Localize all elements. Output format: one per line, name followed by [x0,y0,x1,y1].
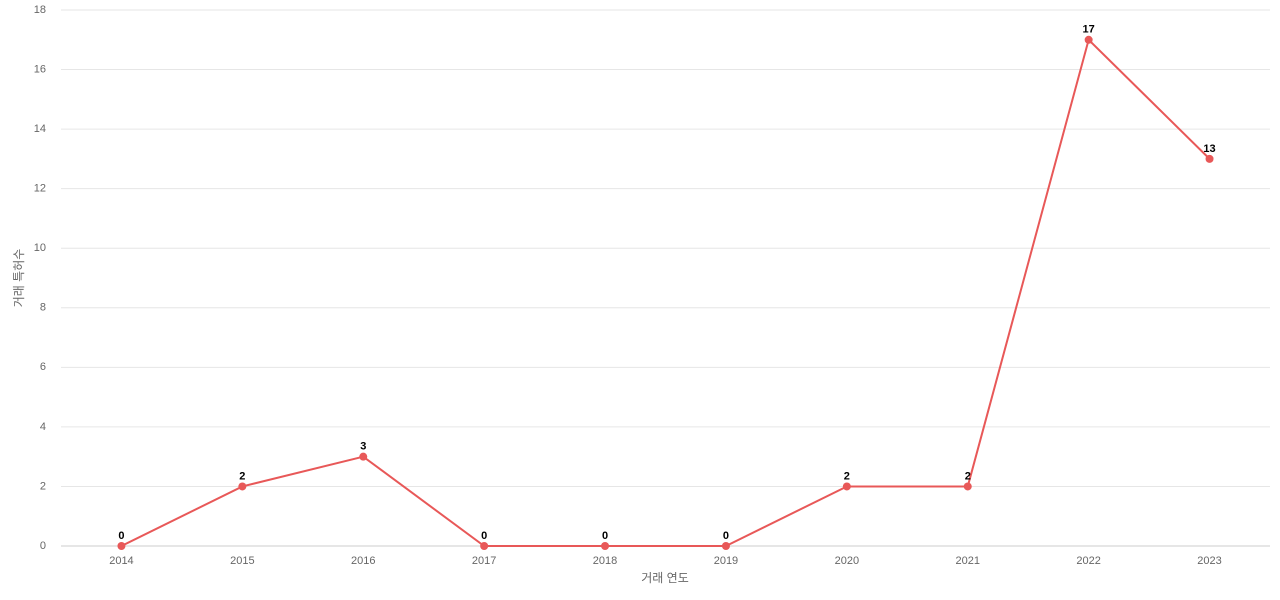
x-tick-label: 2021 [956,555,980,567]
y-tick-label: 10 [34,242,46,254]
data-label: 0 [118,530,124,542]
point [1084,35,1093,44]
y-tick-label: 14 [34,123,46,135]
point [842,482,851,491]
y-tick-label: 4 [40,421,46,433]
y-tick-label: 12 [34,183,46,195]
x-tick-label: 2023 [1197,555,1221,567]
x-tick-label: 2018 [593,555,617,567]
x-tick-label: 2022 [1076,555,1100,567]
data-label: 0 [602,530,608,542]
data-label: 17 [1083,24,1095,36]
data-label: 0 [723,530,729,542]
point [117,542,126,550]
point [480,542,489,550]
y-tick-label: 18 [34,4,46,16]
x-tick-label: 2020 [835,555,859,567]
y-axis-title: 거래 특허수 [12,249,26,308]
point [238,482,247,491]
y-tick-label: 16 [34,63,46,75]
point [601,542,610,550]
data-label: 13 [1203,143,1215,155]
y-tick-label: 0 [40,540,46,552]
point [1205,154,1214,163]
y-tick-label: 8 [40,302,46,314]
line [121,37,1211,547]
data-label: 2 [965,470,971,482]
point [359,452,368,461]
x-tick-label: 2017 [472,555,496,567]
point [963,482,972,491]
point [721,542,730,550]
x-tick-label: 2016 [351,555,375,567]
y-tick-label: 6 [40,361,46,373]
x-tick-label: 2014 [109,555,133,567]
data-label: 3 [360,441,366,453]
data-label: 2 [239,470,245,482]
data-label: 2 [844,470,850,482]
data-label: 0 [481,530,487,542]
x-axis-title: 거래 연도 [641,571,689,585]
x-tick-label: 2015 [230,555,254,567]
x-tick-label: 2019 [714,555,738,567]
y-tick-label: 2 [40,480,46,492]
